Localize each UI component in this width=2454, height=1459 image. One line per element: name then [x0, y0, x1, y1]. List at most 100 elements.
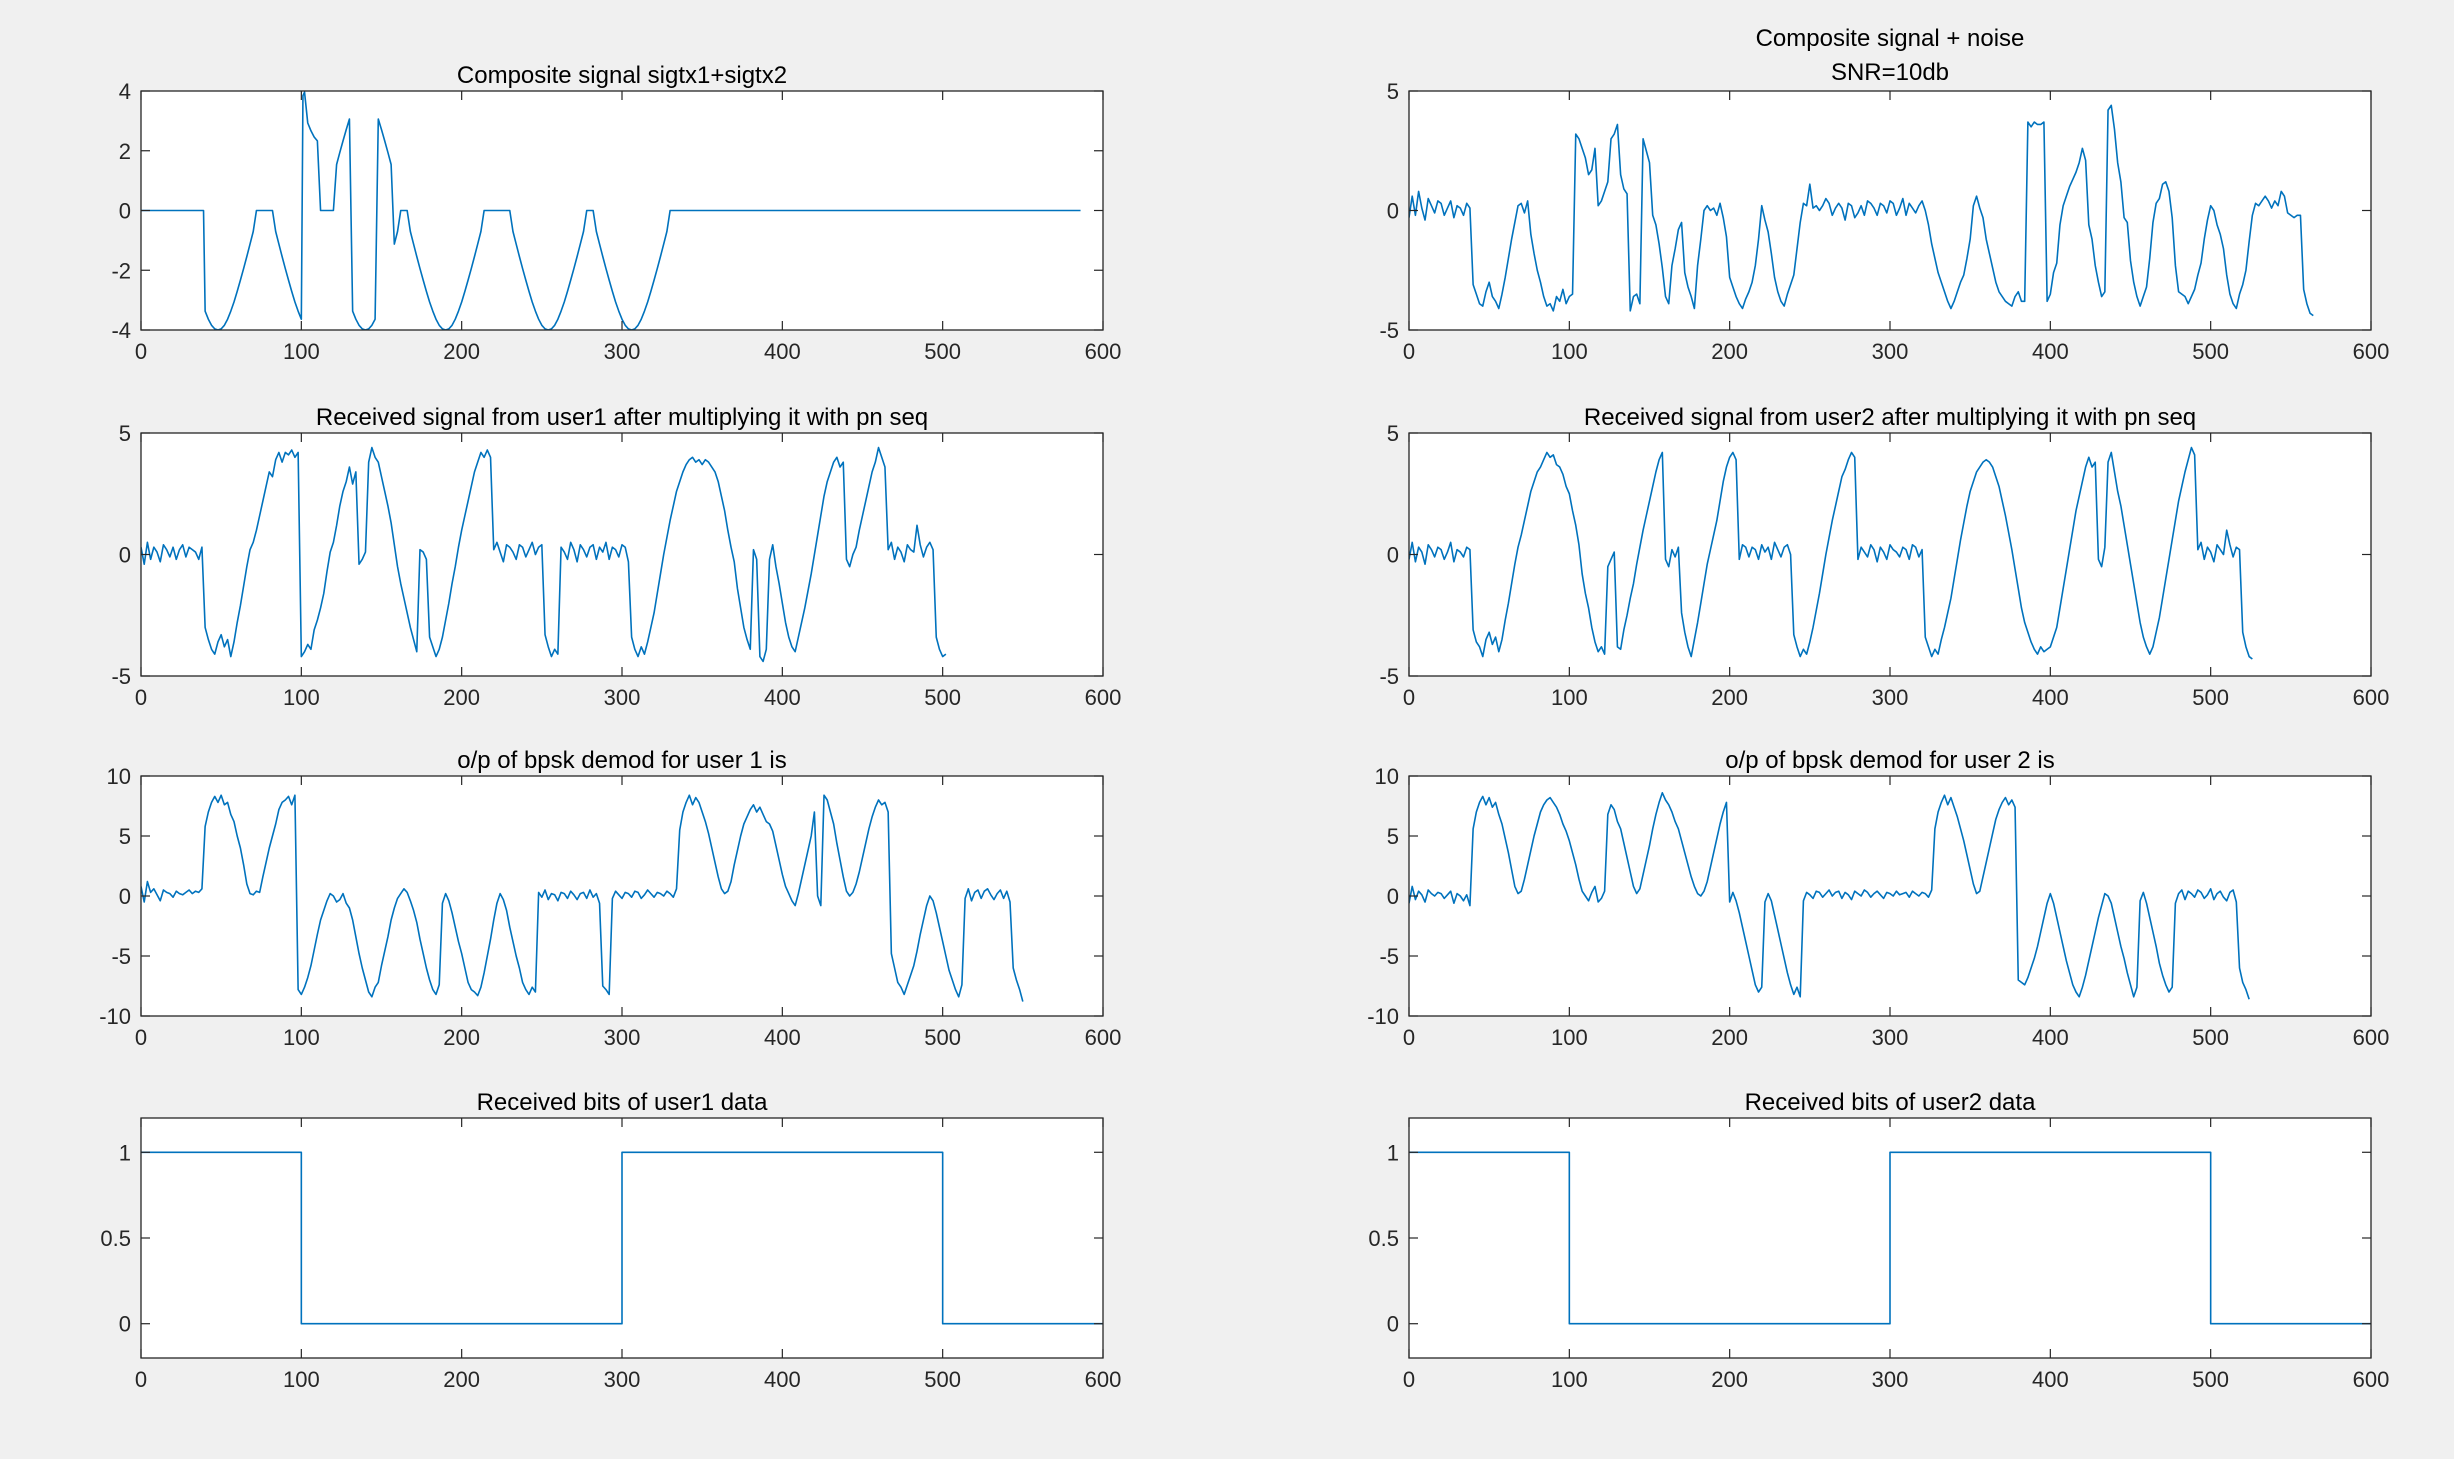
x-tick-label: 0 [1403, 685, 1415, 710]
chart-title: Received signal from user1 after multipl… [316, 404, 928, 431]
x-tick-label: 600 [1085, 1025, 1122, 1050]
x-tick-label: 500 [2192, 685, 2229, 710]
x-tick-label: 500 [2192, 339, 2229, 364]
x-tick-label: 100 [283, 685, 320, 710]
y-tick-label: 0 [1387, 1312, 1399, 1337]
y-tick-label: 0 [119, 884, 131, 909]
x-tick-label: 400 [2032, 1025, 2069, 1050]
axes-background [141, 776, 1103, 1016]
y-tick-label: 1 [119, 1140, 131, 1165]
y-tick-label: 4 [119, 79, 131, 104]
x-tick-label: 600 [1085, 1367, 1122, 1392]
x-tick-label: 200 [1711, 339, 1748, 364]
y-tick-label: 0 [119, 1312, 131, 1337]
y-tick-label: -5 [1379, 318, 1399, 343]
y-tick-label: -2 [111, 258, 131, 283]
x-tick-label: 600 [2353, 339, 2390, 364]
chart-title: o/p of bpsk demod for user 1 is [457, 747, 787, 774]
x-tick-label: 600 [2353, 1367, 2390, 1392]
y-tick-label: 10 [107, 764, 131, 789]
x-tick-label: 0 [1403, 1025, 1415, 1050]
chart-subtitle: SNR=10db [1831, 59, 1949, 86]
x-tick-label: 100 [1551, 685, 1588, 710]
y-tick-label: 5 [1387, 421, 1399, 446]
y-tick-label: 0 [119, 543, 131, 568]
series-line-1 [141, 446, 947, 663]
x-tick-label: 500 [2192, 1367, 2229, 1392]
chart-title: Received bits of user1 data [477, 1089, 768, 1116]
y-tick-label: -10 [99, 1004, 131, 1029]
subplot-1: 0 100 200 300 400 500 600 -4 -2 0 2 4 Composite sign… [111, 62, 1121, 364]
x-tick-label: 100 [1551, 339, 1588, 364]
x-tick-label: 0 [1403, 1367, 1415, 1392]
x-tick-label: 500 [924, 1367, 961, 1392]
x-tick-label: 400 [764, 1025, 801, 1050]
y-tick-label: 5 [119, 824, 131, 849]
x-tick-label: 400 [2032, 1367, 2069, 1392]
x-tick-label: 200 [443, 1025, 480, 1050]
x-tick-label: 300 [604, 685, 641, 710]
x-tick-label: 600 [1085, 685, 1122, 710]
x-tick-label: 400 [2032, 339, 2069, 364]
y-tick-label: 0.5 [1368, 1226, 1399, 1251]
subplot-7: 0 100 200 300 400 500 600 0 0.5 1 Received bits of… [100, 1089, 1121, 1392]
series-line-1 [141, 1151, 1103, 1325]
series-line-1 [1409, 1151, 2371, 1325]
x-tick-label: 0 [135, 1025, 147, 1050]
chart-title: Received signal from user2 after multipl… [1584, 404, 2196, 431]
x-tick-label: 0 [135, 685, 147, 710]
series-line-1 [1409, 104, 2314, 317]
x-tick-label: 300 [604, 339, 641, 364]
x-tick-label: 100 [283, 1025, 320, 1050]
subplot-6: 0 100 200 300 400 500 600 -10 -5 0 5 10 o/p of bpsk … [1367, 747, 2389, 1050]
y-tick-label: 10 [1375, 764, 1399, 789]
series-line-1 [141, 91, 1081, 330]
x-tick-label: 0 [135, 339, 147, 364]
x-tick-label: 200 [1711, 1367, 1748, 1392]
x-tick-label: 200 [443, 1367, 480, 1392]
x-tick-label: 400 [764, 685, 801, 710]
x-tick-label: 300 [604, 1367, 641, 1392]
axes-background [1409, 433, 2371, 676]
x-tick-label: 600 [2353, 685, 2390, 710]
subplot-5: 0 100 200 300 400 500 600 -10 -5 0 5 10 o/p of bpsk … [99, 747, 1121, 1050]
series-line-1 [1409, 446, 2253, 660]
x-tick-label: 200 [1711, 1025, 1748, 1050]
x-tick-label: 500 [2192, 1025, 2229, 1050]
series-line-1 [141, 794, 1024, 1002]
y-tick-label: 0 [1387, 884, 1399, 909]
x-tick-label: 500 [924, 1025, 961, 1050]
y-tick-label: 0 [1387, 199, 1399, 224]
y-tick-label: 0 [119, 199, 131, 224]
y-tick-label: 1 [1387, 1140, 1399, 1165]
chart-title: o/p of bpsk demod for user 2 is [1725, 747, 2055, 774]
x-tick-label: 600 [2353, 1025, 2390, 1050]
x-tick-label: 300 [1872, 339, 1909, 364]
x-tick-label: 500 [924, 339, 961, 364]
chart-title: Composite signal sigtx1+sigtx2 [457, 62, 787, 89]
x-tick-label: 300 [1872, 1025, 1909, 1050]
y-tick-label: -4 [111, 318, 131, 343]
subplot-8: 0 100 200 300 400 500 600 0 0.5 1 Received bits of… [1368, 1089, 2389, 1392]
chart-title: Received bits of user2 data [1745, 1089, 2036, 1116]
x-tick-label: 100 [283, 1367, 320, 1392]
y-tick-label: 0.5 [100, 1226, 131, 1251]
y-tick-label: -5 [1379, 664, 1399, 689]
axes-background [141, 433, 1103, 676]
x-tick-label: 100 [283, 339, 320, 364]
y-tick-label: -5 [1379, 944, 1399, 969]
x-tick-label: 400 [764, 1367, 801, 1392]
y-tick-label: -5 [111, 944, 131, 969]
y-tick-label: 5 [119, 421, 131, 446]
axes-background [1409, 776, 2371, 1016]
y-tick-label: -5 [111, 664, 131, 689]
x-tick-label: 100 [1551, 1025, 1588, 1050]
y-tick-label: 5 [1387, 79, 1399, 104]
x-tick-label: 600 [1085, 339, 1122, 364]
x-tick-label: 200 [443, 339, 480, 364]
chart-title: Composite signal + noise [1756, 25, 2025, 52]
